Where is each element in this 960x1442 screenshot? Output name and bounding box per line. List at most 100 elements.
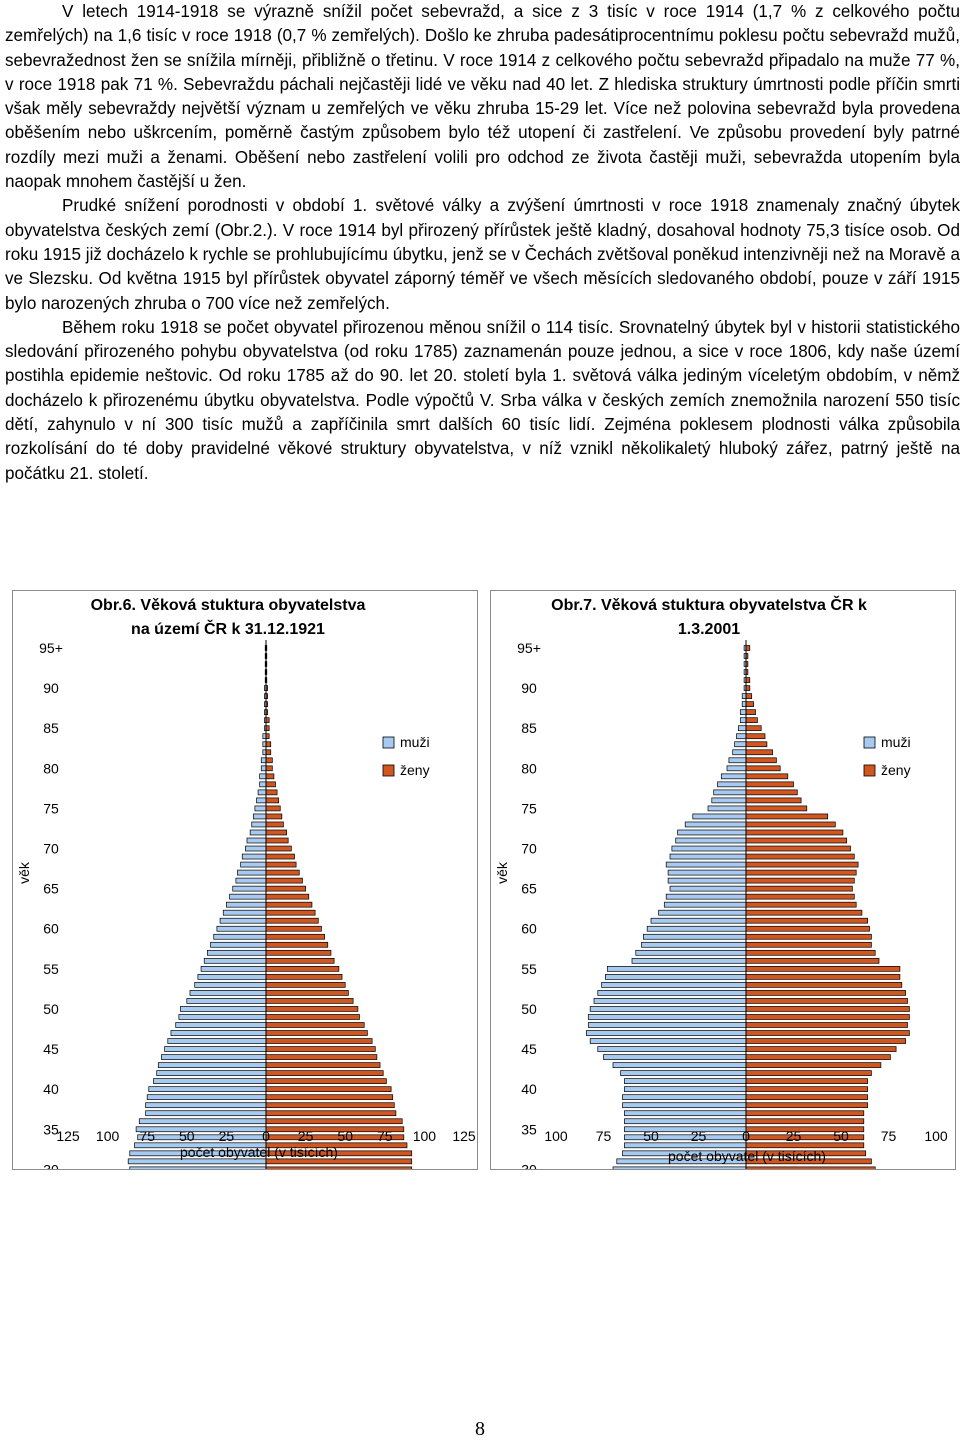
x-tick-label: 100 (544, 1128, 568, 1144)
bar-female (265, 1030, 368, 1036)
bar-female (745, 853, 855, 860)
paragraph-2: Prudké snížení porodnosti v období 1. sv… (5, 196, 960, 313)
bar-female (745, 941, 872, 948)
bar-female (265, 1086, 392, 1092)
x-tick-label: 25 (219, 1128, 235, 1144)
bar-female (265, 869, 300, 876)
bar-female (265, 1014, 360, 1020)
bar-male (641, 941, 747, 948)
bar-male (635, 949, 747, 956)
bar-male (189, 990, 267, 996)
bar-male (164, 1046, 267, 1052)
bar-female (265, 1006, 359, 1012)
y-tick-label: 95+ (517, 640, 541, 656)
bar-male (203, 957, 267, 964)
x-tick-label: 25 (691, 1128, 707, 1144)
x-tick-label: 125 (452, 1128, 476, 1144)
legend-label-female: ženy (881, 762, 911, 778)
bar-female (265, 837, 289, 844)
y-tick-label: 65 (521, 881, 537, 897)
legend-swatch-male (863, 736, 876, 749)
bar-female (745, 909, 863, 916)
x-tick-label: 25 (298, 1128, 314, 1144)
bar-male (226, 901, 267, 908)
bar-female (265, 749, 272, 756)
bar-female (265, 805, 281, 812)
paragraph-3: Během roku 1918 se počet obyvatel přiroz… (5, 317, 960, 483)
bar-male (251, 821, 267, 828)
x-tick-label: 0 (742, 1128, 750, 1144)
bar-male (210, 941, 267, 948)
legend-swatch-female (382, 764, 395, 777)
bar-female (745, 789, 798, 796)
y-tick-label: 45 (43, 1041, 59, 1057)
bar-female (745, 733, 766, 740)
y-tick-label: 90 (43, 680, 59, 696)
bar-male (219, 917, 267, 924)
bar-female (265, 877, 303, 884)
y-tick-label: 60 (43, 921, 59, 937)
y-tick-label: 95+ (39, 640, 63, 656)
bar-male (741, 701, 747, 707)
bar-male (739, 709, 747, 716)
bar-female (745, 837, 848, 844)
bar-female (745, 966, 901, 972)
legend-label-female: ženy (400, 762, 430, 778)
bar-female (745, 773, 789, 780)
bar-male (622, 1102, 747, 1109)
page-number: 8 (475, 1418, 485, 1440)
bar-female (265, 765, 273, 772)
bar-male (167, 1038, 267, 1044)
bar-male (707, 805, 747, 812)
bar-male (259, 773, 267, 780)
bar-female (745, 957, 880, 964)
x-tick-label: 75 (139, 1128, 155, 1144)
bar-female (265, 1118, 403, 1125)
bar-female (745, 701, 754, 707)
bar-male (175, 1022, 267, 1028)
bar-male (631, 957, 747, 964)
bar-female (265, 990, 349, 996)
bar-female (745, 677, 751, 683)
bar-female (745, 990, 906, 996)
bar-male (624, 1078, 747, 1084)
bar-female (265, 789, 278, 796)
bar-male (738, 725, 747, 732)
bar-female (265, 974, 343, 980)
bar-female (745, 829, 844, 836)
bar-male (156, 1070, 267, 1076)
y-tick-label: 45 (521, 1041, 537, 1057)
bar-female (265, 773, 275, 780)
y-tick-label: 90 (521, 680, 537, 696)
bar-male (606, 966, 747, 972)
bar-male (241, 853, 267, 860)
x-axis-title: počet obyvatel (v tisících) (180, 1144, 338, 1160)
y-tick-label: 40 (521, 1081, 537, 1097)
bar-female (745, 1102, 868, 1109)
bar-male (620, 1070, 747, 1076)
bar-male (593, 998, 747, 1004)
bar-female (745, 1094, 868, 1101)
x-tick-label: 75 (377, 1128, 393, 1144)
bar-male (597, 1046, 747, 1052)
bar-male (717, 781, 747, 788)
bar-female (745, 1006, 910, 1012)
bar-male (734, 741, 747, 748)
y-tick-label: 85 (521, 720, 537, 736)
y-tick-label: 30 (521, 1161, 537, 1169)
bar-female (265, 909, 316, 916)
y-tick-label: 50 (521, 1001, 537, 1017)
x-tick-label: 75 (881, 1128, 897, 1144)
bar-female (745, 998, 908, 1004)
bar-female (745, 1086, 868, 1092)
bar-male (145, 1110, 267, 1117)
bar-male (612, 1166, 747, 1169)
bar-female (745, 797, 802, 804)
bar-female (745, 933, 872, 940)
bar-female (265, 982, 346, 988)
bar-female (265, 957, 335, 964)
x-tick-label: 125 (56, 1128, 80, 1144)
bar-male (671, 845, 747, 852)
bar-female (265, 933, 325, 940)
bar-male (135, 1126, 267, 1133)
